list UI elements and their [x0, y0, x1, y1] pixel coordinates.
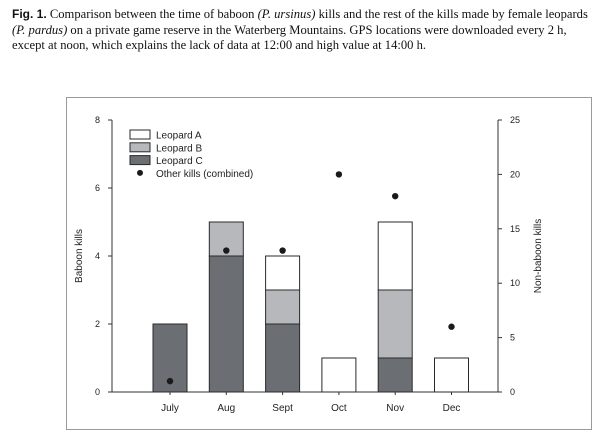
bar-segment-leopard-c: [208, 255, 244, 393]
legend-label-leopard-b: Leopard B: [156, 143, 202, 154]
bar-segment-leopard-a: [265, 255, 301, 291]
legend-swatch-other-kills: [137, 169, 143, 176]
chart-panel: 0 2 4 6 8 0 5 10 15 20 25 Baboon kills Non-baboon ki…: [66, 97, 592, 430]
left-y-tick-label: 2: [95, 319, 100, 329]
bar-segment-leopard-b: [377, 289, 413, 359]
legend-swatch-leopard-a: [129, 129, 151, 140]
caption-species-baboon: (P. ursinus): [257, 7, 316, 21]
left-y-tick-label: 0: [95, 387, 100, 397]
figure-caption: Fig. 1. Comparison between the time of b…: [12, 7, 592, 54]
other-kills-point: [223, 247, 230, 254]
caption-species-leopard: (P. pardus): [12, 22, 68, 37]
other-kills-point: [448, 323, 455, 330]
bar-segment-leopard-c: [265, 323, 301, 393]
figure-label: Fig. 1.: [12, 7, 47, 21]
bar-segment-leopard-a: [434, 357, 469, 393]
other-kills-point: [335, 171, 343, 178]
left-y-tick-label: 6: [95, 183, 100, 193]
stacked-bar-chart: 0 2 4 6 8 0 5 10 15 20 25 Baboon kills Non-baboon ki…: [74, 115, 544, 414]
x-tick-label: Aug: [217, 403, 235, 414]
right-y-tick-label: 15: [510, 224, 520, 234]
legend-label-leopard-a: Leopard A: [156, 131, 202, 142]
right-y-tick-label: 5: [510, 333, 515, 343]
right-y-tick-label: 25: [510, 115, 520, 125]
right-y-tick-label: 10: [510, 278, 520, 288]
caption-text-2: kills and the rest of the kills made by …: [315, 7, 588, 21]
right-y-tick-label: 0: [510, 387, 515, 397]
legend-swatch-leopard-c: [129, 155, 151, 166]
bar-segment-leopard-a: [321, 357, 357, 393]
other-kills-point: [392, 192, 399, 200]
left-y-tick-label: 4: [95, 251, 100, 261]
right-y-axis-title: Non-baboon kills: [533, 219, 544, 294]
x-tick-label: July: [161, 403, 179, 414]
x-tick-label: Nov: [386, 403, 404, 414]
bar-segment-leopard-c: [377, 357, 413, 393]
right-y-tick-label: 20: [510, 169, 520, 179]
legend-swatch-leopard-b: [129, 142, 151, 153]
bar-segment-leopard-a: [377, 221, 413, 291]
legend-label-leopard-c: Leopard C: [156, 156, 203, 167]
x-tick-label: Sept: [272, 403, 293, 414]
other-kills-point: [166, 377, 174, 385]
x-tick-label: Dec: [443, 403, 461, 414]
caption-text-3: on a private game reserve in the Waterbe…: [12, 22, 567, 53]
other-kills-point: [279, 247, 286, 254]
bar-segment-leopard-b: [265, 289, 301, 325]
left-y-axis-title: Baboon kills: [74, 229, 85, 283]
x-tick-label: Oct: [331, 403, 347, 414]
left-y-tick-label: 8: [95, 115, 100, 125]
legend-label-other-kills-combined: Other kills (combined): [156, 169, 253, 180]
caption-text-1: Comparison between the time of baboon: [46, 7, 258, 21]
